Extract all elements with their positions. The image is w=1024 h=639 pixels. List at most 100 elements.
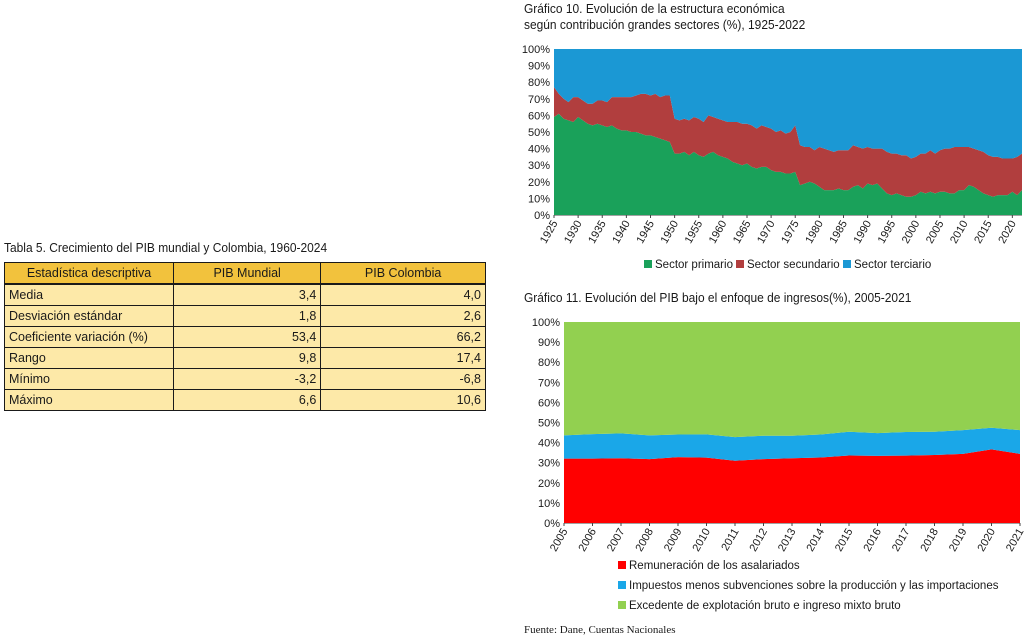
x-tick-label: 2008 <box>633 527 656 554</box>
chart10-title-line1: Gráfico 10. Evolución de la estructura e… <box>524 1 785 16</box>
x-tick-label: 2018 <box>918 527 941 554</box>
legend-swatch <box>736 260 744 268</box>
x-tick-label: 2007 <box>605 527 628 554</box>
y-tick-label: 60% <box>528 110 550 122</box>
legend-swatch <box>618 581 626 589</box>
legend-label: Remuneración de los asalariados <box>629 560 800 572</box>
x-tick-label: 1990 <box>852 219 875 246</box>
row-value: 6,6 <box>172 389 322 411</box>
x-tick-label: 1980 <box>803 219 826 246</box>
x-tick-label: 2009 <box>662 527 685 554</box>
x-tick-label: 1930 <box>562 219 585 246</box>
x-tick-label: 2014 <box>804 527 827 554</box>
x-tick-label: 2021 <box>1004 527 1024 554</box>
y-tick-label: 50% <box>528 127 550 139</box>
row-label: Coeficiente variación (%) <box>4 326 174 348</box>
y-tick-label: 10% <box>528 193 550 205</box>
x-tick-label: 1945 <box>634 219 657 246</box>
x-tick-label: 2000 <box>900 219 923 246</box>
row-label: Desviación estándar <box>4 305 174 327</box>
x-tick-label: 2005 <box>924 219 947 246</box>
table-row: Coeficiente variación (%) 53,4 66,2 <box>4 326 486 348</box>
x-tick-label: 2011 <box>719 527 741 553</box>
y-tick-label: 90% <box>528 61 550 73</box>
legend-swatch <box>618 601 626 609</box>
y-tick-label: 30% <box>538 458 560 470</box>
row-value: -6,8 <box>320 368 486 390</box>
y-tick-label: 0% <box>544 518 560 530</box>
x-tick-label: 1960 <box>707 219 730 246</box>
area-series-2 <box>554 87 1022 197</box>
row-value: 4,0 <box>320 283 486 306</box>
x-tick-label: 2020 <box>975 527 998 554</box>
legend-swatch <box>843 260 851 268</box>
y-tick-label: 50% <box>538 418 560 430</box>
row-label: Rango <box>4 347 174 369</box>
table-row: Media 3,4 4,0 <box>4 283 486 306</box>
x-tick-label: 2010 <box>690 527 713 554</box>
y-tick-label: 100% <box>532 317 560 329</box>
x-tick-label: 2012 <box>747 527 770 554</box>
row-value: 17,4 <box>320 347 486 369</box>
y-tick-label: 70% <box>538 377 560 389</box>
x-tick-label: 2019 <box>947 527 970 554</box>
area-series-1 <box>564 449 1020 523</box>
y-tick-label: 40% <box>528 144 550 156</box>
table-header-cell: Estadística descriptiva <box>4 262 174 285</box>
x-tick-label: 2005 <box>548 527 571 554</box>
y-tick-label: 20% <box>538 478 560 490</box>
x-tick-label: 1970 <box>755 219 778 246</box>
area-series-3 <box>554 49 1022 159</box>
area-series-1 <box>554 113 1022 215</box>
source-note: Fuente: Dane, Cuentas Nacionales <box>524 624 676 636</box>
table-header-row: Estadística descriptiva PIB Mundial PIB … <box>4 262 486 285</box>
y-tick-label: 80% <box>528 77 550 89</box>
y-tick-label: 60% <box>538 397 560 409</box>
table-title: Tabla 5. Crecimiento del PIB mundial y C… <box>4 240 328 255</box>
row-label: Mínimo <box>4 368 174 390</box>
y-tick-label: 20% <box>528 177 550 189</box>
x-tick-label: 1965 <box>731 219 754 246</box>
table-row: Mínimo -3,2 -6,8 <box>4 368 486 390</box>
table-header-cell: PIB Colombia <box>320 262 486 285</box>
x-tick-label: 2006 <box>576 527 599 554</box>
area-series-3 <box>564 322 1020 438</box>
x-tick-label: 2020 <box>996 219 1019 246</box>
legend-label: Sector secundario <box>747 259 840 271</box>
x-tick-label: 1955 <box>683 219 706 246</box>
y-tick-label: 30% <box>528 160 550 172</box>
y-tick-label: 90% <box>538 337 560 349</box>
legend-label: Sector primario <box>655 259 733 271</box>
chart10-title-line2: según contribución grandes sectores (%),… <box>524 17 806 32</box>
row-value: -3,2 <box>172 368 322 390</box>
x-tick-label: 2016 <box>861 527 884 554</box>
x-tick-label: 1935 <box>586 219 609 246</box>
x-tick-label: 2015 <box>972 219 995 246</box>
legend-swatch <box>644 260 652 268</box>
row-value: 66,2 <box>320 326 486 348</box>
row-value: 10,6 <box>320 389 486 411</box>
chart11-svg: 0%10%20%30%40%50%60%70%80%90%100%2005 200… <box>532 317 1024 612</box>
table-header-cell: PIB Mundial <box>172 262 322 285</box>
x-tick-label: 1995 <box>876 219 899 246</box>
row-value: 9,8 <box>172 347 322 369</box>
row-value: 3,4 <box>172 283 322 306</box>
x-tick-label: 1985 <box>827 219 850 246</box>
legend-label: Sector terciario <box>854 259 931 271</box>
x-tick-label: 1950 <box>659 219 682 246</box>
chart10-svg: 0%10%20%30%40%50%60%70%80%90%100%1925 193… <box>522 44 1022 271</box>
x-tick-label: 2010 <box>948 219 971 246</box>
x-tick-label: 2015 <box>833 527 856 554</box>
legend-label: Impuestos menos subvenciones sobre la pr… <box>629 580 999 592</box>
row-label: Máximo <box>4 389 174 411</box>
table-row: Máximo 6,6 10,6 <box>4 389 486 411</box>
statistics-table: Estadística descriptiva PIB Mundial PIB … <box>4 262 486 411</box>
y-tick-label: 80% <box>538 357 560 369</box>
x-tick-label: 1975 <box>779 219 802 246</box>
row-label: Media <box>4 283 174 306</box>
row-value: 1,8 <box>172 305 322 327</box>
y-tick-label: 100% <box>522 44 550 56</box>
area-series-2 <box>564 427 1020 461</box>
chart11-title: Gráfico 11. Evolución del PIB bajo el en… <box>524 290 912 305</box>
x-tick-label: 2013 <box>776 527 799 554</box>
